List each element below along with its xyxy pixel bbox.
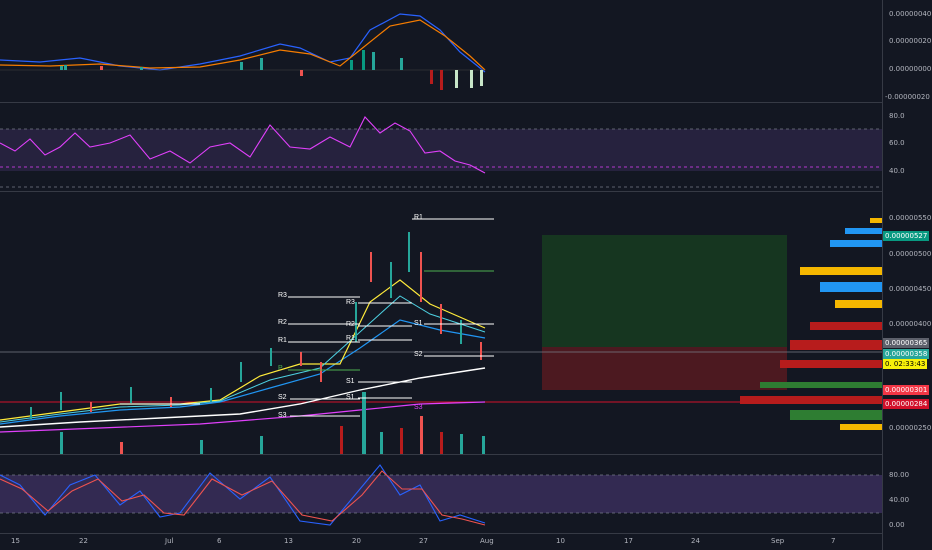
- x-tick: 13: [284, 537, 293, 545]
- x-tick: Jul: [165, 537, 174, 545]
- macd-tick: 0.00000000: [889, 65, 932, 73]
- rsi-chart: [0, 116, 882, 188]
- pivot-label: S1: [414, 320, 423, 327]
- price-badge-target: 0.00000527: [883, 231, 930, 241]
- x-tick: 27: [419, 537, 428, 545]
- countdown-prefix: 0.: [885, 360, 892, 368]
- candles: [30, 232, 482, 419]
- rsi-tick: 80.0: [889, 112, 905, 120]
- rsi-pane[interactable]: [0, 103, 882, 192]
- macd-chart: [0, 13, 486, 90]
- pivot-label: R1: [346, 335, 355, 342]
- macd-scale[interactable]: 0.00000040 0.00000020 0.00000000 -0.0000…: [883, 0, 932, 102]
- macd-tick: 0.00000040: [889, 10, 932, 18]
- x-tick: 6: [217, 537, 222, 545]
- x-tick: Sep: [771, 537, 785, 545]
- price-pane[interactable]: R1 R3 R3 R2 R2 R1 R1 S1 S2 P S1 S2 S1 S3…: [0, 192, 882, 455]
- pivot-label: R1: [414, 214, 423, 221]
- price-scale-divider: [882, 0, 883, 550]
- pivot-label: S2: [278, 394, 287, 401]
- stoch-tick: 0.00: [889, 521, 905, 529]
- stoch-scale[interactable]: 80.00 40.00 0.00: [883, 455, 932, 533]
- price-tick: 0.00000450: [889, 285, 932, 293]
- x-tick: 20: [352, 537, 361, 545]
- price-chart: [0, 218, 882, 454]
- pivot-label: S3: [278, 412, 287, 419]
- stoch-tick: 40.00: [889, 496, 910, 504]
- pivot-label: R1: [278, 337, 287, 344]
- target-zone[interactable]: [542, 235, 787, 347]
- x-tick: 10: [556, 537, 565, 545]
- rsi-tick: 60.0: [889, 139, 905, 147]
- countdown-timer: 02:33:43: [893, 360, 926, 368]
- stoch-tick: 80.00: [889, 471, 910, 479]
- price-tick: 0.00000550: [889, 214, 932, 222]
- pivot-label: S1: [346, 378, 355, 385]
- macd-histogram: [60, 50, 483, 90]
- pivot-label: S3: [414, 404, 423, 411]
- price-tick: 0.00000400: [889, 320, 932, 328]
- volume-bars: [60, 392, 485, 454]
- price-badge-last: 0.00000358: [883, 349, 930, 359]
- stoch-chart: [0, 464, 882, 526]
- price-badge-entry: 0.00000365: [883, 338, 930, 348]
- price-scale[interactable]: 0.00000550 0.00000500 0.00000450 0.00000…: [883, 192, 932, 454]
- price-badge-stop: 0.00000301: [883, 385, 930, 395]
- x-tick: 17: [624, 537, 633, 545]
- pivot-label: R3: [278, 292, 287, 299]
- x-tick: 24: [691, 537, 700, 545]
- x-tick: 22: [79, 537, 88, 545]
- price-badge-countdown: 0. 02:33:43: [883, 359, 928, 369]
- price-tick: 0.00000500: [889, 250, 932, 258]
- rsi-scale[interactable]: 80.0 60.0 40.0: [883, 103, 932, 191]
- rsi-tick: 40.0: [889, 167, 905, 175]
- pivot-label: S2: [414, 351, 423, 358]
- price-badge-level: 0.00000284: [883, 399, 930, 409]
- macd-pane[interactable]: [0, 0, 882, 103]
- pivot-label: P: [278, 365, 283, 372]
- pivot-label: R3: [346, 299, 355, 306]
- x-tick: Aug: [480, 537, 494, 545]
- stop-zone[interactable]: [542, 347, 787, 390]
- pivot-label: S1: [346, 394, 355, 401]
- x-tick: 15: [11, 537, 20, 545]
- macd-tick: 0.00000020: [889, 37, 932, 45]
- x-tick: 7: [831, 537, 836, 545]
- volume-profile: [740, 218, 882, 430]
- pivot-label: R2: [346, 321, 355, 328]
- macd-tick: -0.00000020: [885, 93, 930, 101]
- stoch-pane[interactable]: [0, 455, 882, 534]
- price-tick: 0.00000250: [889, 424, 932, 432]
- pivot-label: R2: [278, 319, 287, 326]
